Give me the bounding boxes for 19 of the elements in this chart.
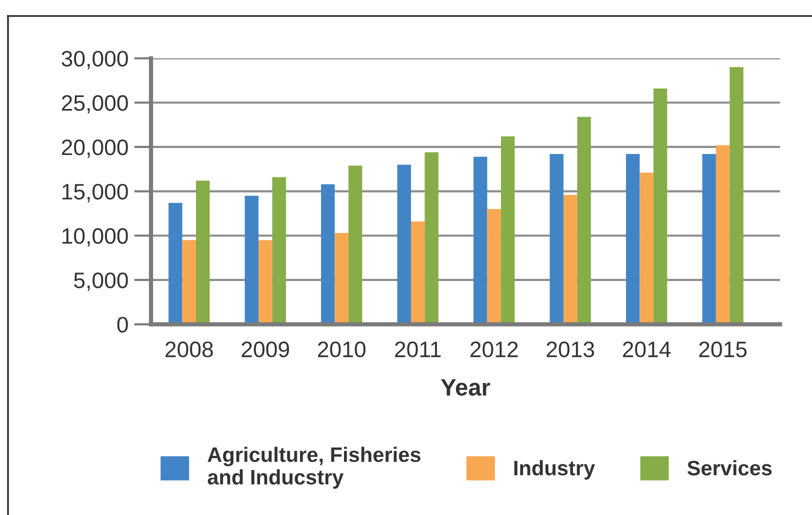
y-tick-label: 10,000 [62, 228, 128, 247]
x-tick-label: 2011 [395, 342, 441, 358]
legend-label: Industry [514, 460, 596, 480]
x-tick-label: 2013 [546, 342, 594, 358]
x-tick-label: 2009 [242, 342, 290, 358]
y-tick-label: 20,000 [62, 140, 128, 158]
x-tick-label: 2010 [318, 342, 366, 358]
x-tick-label: 2012 [470, 342, 518, 358]
x-tick-label: 2014 [622, 342, 671, 358]
y-tick-label: 25,000 [62, 95, 128, 114]
x-tick-label: 2008 [166, 342, 213, 358]
x-axis-title: Year [440, 379, 490, 396]
legend-label: Agriculture, Fisheries and Inducstry [208, 446, 420, 489]
y-tick-label: 30,000 [62, 50, 128, 70]
legend-label: Services [687, 460, 772, 476]
y-tick-label: 0 [117, 316, 128, 333]
y-tick-label: 15,000 [62, 184, 128, 202]
x-tick-label: 2015 [699, 342, 747, 358]
y-tick-label: 5,000 [74, 272, 128, 291]
